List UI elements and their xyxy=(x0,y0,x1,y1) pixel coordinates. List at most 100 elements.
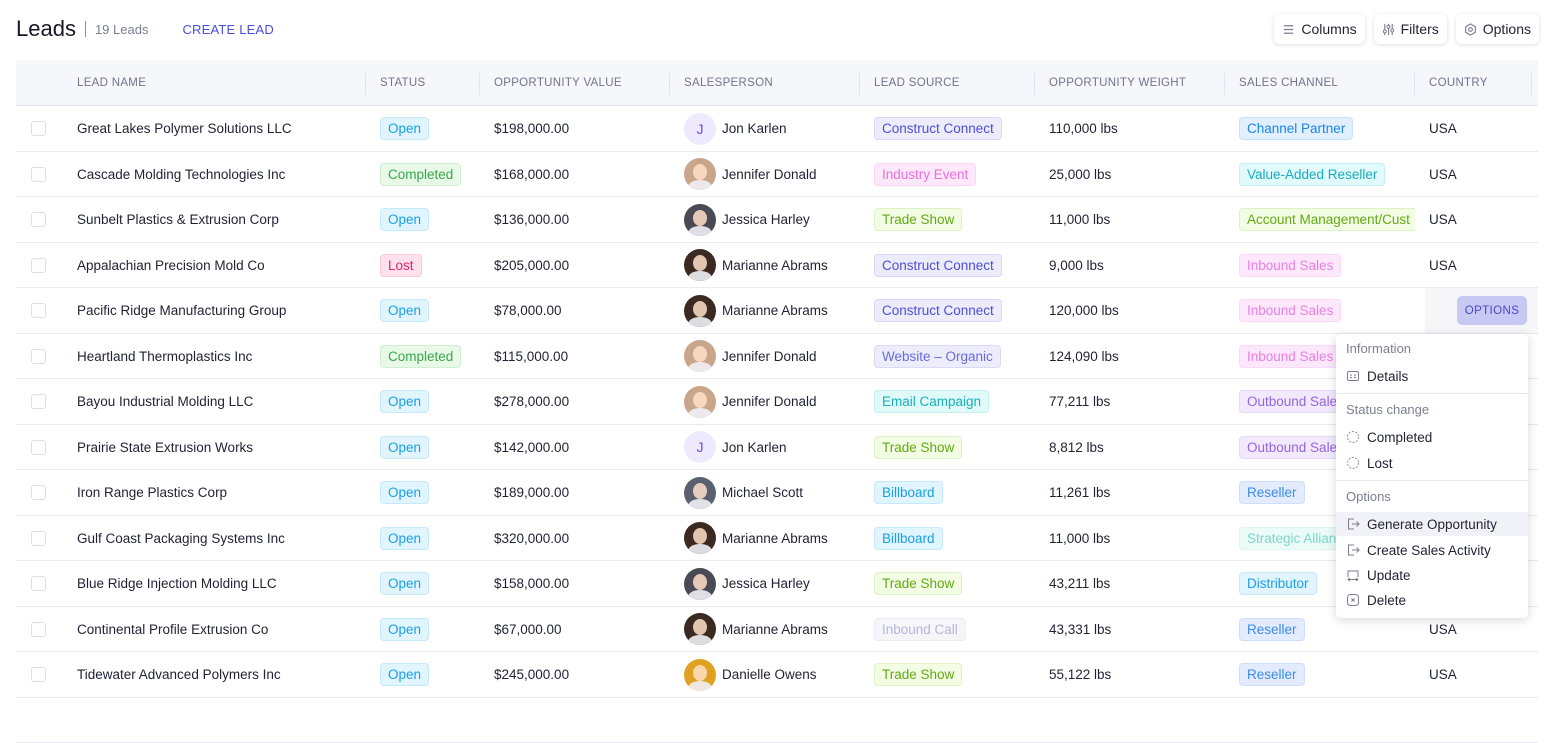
lead-source-cell: Billboard xyxy=(874,516,943,561)
opportunity-weight: 43,331 lbs xyxy=(1049,607,1111,652)
row-checkbox[interactable] xyxy=(31,440,46,455)
lead-name[interactable]: Pacific Ridge Manufacturing Group xyxy=(77,288,286,333)
lead-source-cell: Website – Organic xyxy=(874,334,1001,379)
lead-name[interactable]: Cascade Molding Technologies Inc xyxy=(77,152,285,197)
column-header[interactable]: SALESPERSON xyxy=(684,60,773,106)
menu-item-create-sales-activity[interactable]: Create Sales Activity xyxy=(1336,538,1528,562)
checkbox-cell xyxy=(31,652,46,697)
lead-name[interactable]: Iron Range Plastics Corp xyxy=(77,470,227,515)
salesperson-cell: Jennifer Donald xyxy=(684,334,817,379)
lead-source-badge: Trade Show xyxy=(874,436,962,459)
column-header[interactable]: COUNTRY xyxy=(1429,60,1488,106)
salesperson-name: Jon Karlen xyxy=(722,121,787,136)
lead-name[interactable]: Great Lakes Polymer Solutions LLC xyxy=(77,106,292,151)
sales-channel-badge: Reseller xyxy=(1239,618,1305,641)
menu-item-lost[interactable]: Lost xyxy=(1336,451,1528,475)
status-badge: Lost xyxy=(380,254,422,277)
row-checkbox[interactable] xyxy=(31,212,46,227)
exit-arrow-icon xyxy=(1346,543,1360,557)
row-checkbox[interactable] xyxy=(31,667,46,682)
row-options-button[interactable]: OPTIONS xyxy=(1457,296,1527,325)
status-cell: Completed xyxy=(380,152,461,197)
lead-name[interactable]: Appalachian Precision Mold Co xyxy=(77,243,265,288)
country: USA xyxy=(1429,652,1457,697)
column-header[interactable]: OPPORTUNITY WEIGHT xyxy=(1049,60,1186,106)
lead-name[interactable]: Gulf Coast Packaging Systems Inc xyxy=(77,516,285,561)
status-cell: Open xyxy=(380,288,429,333)
row-checkbox[interactable] xyxy=(31,303,46,318)
lead-name[interactable]: Bayou Industrial Molding LLC xyxy=(77,379,253,424)
table-header: LEAD NAME STATUS OPPORTUNITY VALUE SALESPER… xyxy=(16,60,1538,106)
table-row[interactable]: Cascade Molding Technologies Inc Complete… xyxy=(16,152,1538,198)
sales-channel-cell: Account Management/Cust xyxy=(1239,197,1415,242)
menu-item-update[interactable]: Update xyxy=(1336,563,1528,587)
create-lead-button[interactable]: CREATE LEAD xyxy=(182,22,274,37)
lead-name[interactable]: Heartland Thermoplastics Inc xyxy=(77,334,252,379)
column-header[interactable]: LEAD NAME xyxy=(77,60,146,106)
salesperson-cell: Marianne Abrams xyxy=(684,516,828,561)
row-checkbox[interactable] xyxy=(31,258,46,273)
row-checkbox[interactable] xyxy=(31,349,46,364)
salesperson-name: Danielle Owens xyxy=(722,667,817,682)
row-checkbox[interactable] xyxy=(31,394,46,409)
sales-channel-badge: Reseller xyxy=(1239,663,1305,686)
opportunity-value: $158,000.00 xyxy=(494,561,569,606)
menu-item-details[interactable]: Details xyxy=(1336,364,1528,388)
sales-channel-cell: Inbound Sales xyxy=(1239,243,1341,288)
column-divider xyxy=(365,73,366,95)
column-header[interactable]: STATUS xyxy=(380,60,425,106)
column-header[interactable]: SALES CHANNEL xyxy=(1239,60,1338,106)
avatar xyxy=(684,295,716,327)
lead-source-badge: Construct Connect xyxy=(874,117,1002,140)
opportunity-value: $168,000.00 xyxy=(494,152,569,197)
filters-button[interactable]: Filters xyxy=(1374,14,1447,44)
row-checkbox[interactable] xyxy=(31,121,46,136)
row-checkbox[interactable] xyxy=(31,576,46,591)
status-cell: Open xyxy=(380,561,429,606)
lead-name[interactable]: Tidewater Advanced Polymers Inc xyxy=(77,652,281,697)
menu-item-delete[interactable]: Delete xyxy=(1336,588,1528,612)
lead-name[interactable]: Sunbelt Plastics & Extrusion Corp xyxy=(77,197,279,242)
menu-item-label: Details xyxy=(1367,369,1408,384)
menu-item-completed[interactable]: Completed xyxy=(1336,425,1528,449)
opportunity-weight: 11,261 lbs xyxy=(1049,470,1110,515)
columns-button[interactable]: Columns xyxy=(1274,14,1364,44)
lead-name[interactable]: Continental Profile Extrusion Co xyxy=(77,607,268,652)
lead-source-badge: Inbound Call xyxy=(874,618,966,641)
sales-channel-badge: Inbound Sales xyxy=(1239,345,1341,368)
salesperson-cell: Jessica Harley xyxy=(684,561,810,606)
opportunity-value: $278,000.00 xyxy=(494,379,569,424)
lead-source-cell: Construct Connect xyxy=(874,288,1002,333)
row-checkbox[interactable] xyxy=(31,531,46,546)
menu-item-label: Delete xyxy=(1367,593,1406,608)
menu-item-generate-opportunity[interactable]: Generate Opportunity xyxy=(1336,512,1528,536)
column-header[interactable]: OPPORTUNITY VALUE xyxy=(494,60,622,106)
column-divider xyxy=(479,73,480,95)
table-row[interactable] xyxy=(16,698,1538,743)
sales-channel-badge: Inbound Sales xyxy=(1239,254,1341,277)
status-cell: Open xyxy=(380,106,429,151)
table-row[interactable]: Blue Ridge Injection Molding LLC Open $158… xyxy=(16,561,1538,607)
lead-name[interactable]: Prairie State Extrusion Works xyxy=(77,425,253,470)
lead-name[interactable]: Blue Ridge Injection Molding LLC xyxy=(77,561,277,606)
salesperson-cell: Jennifer Donald xyxy=(684,379,817,424)
row-checkbox[interactable] xyxy=(31,622,46,637)
column-header[interactable]: LEAD SOURCE xyxy=(874,60,960,106)
opportunity-weight: 11,000 lbs xyxy=(1049,516,1110,561)
options-button[interactable]: Options xyxy=(1456,14,1539,44)
salesperson-cell: Marianne Abrams xyxy=(684,288,828,333)
row-checkbox[interactable] xyxy=(31,167,46,182)
row-checkbox[interactable] xyxy=(31,485,46,500)
